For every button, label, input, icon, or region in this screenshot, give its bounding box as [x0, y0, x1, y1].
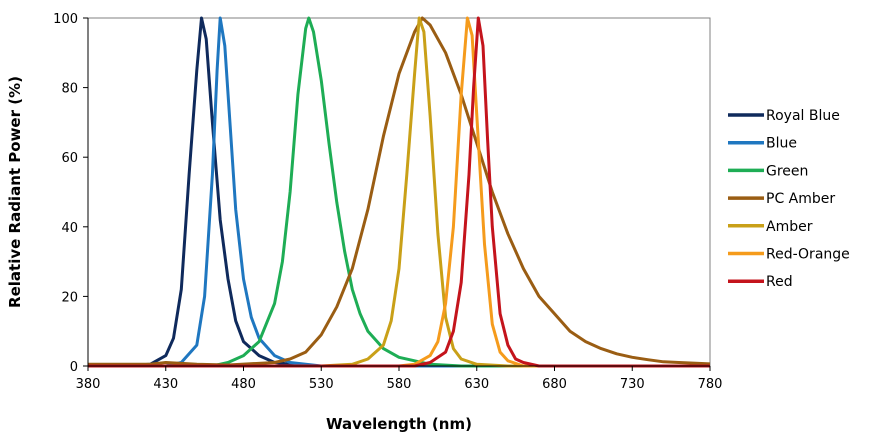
y-tick-label: 40: [61, 221, 78, 236]
x-axis-title: Wavelength (nm): [326, 415, 472, 433]
x-tick-label: 430: [153, 377, 178, 392]
legend-label-3: PC Amber: [766, 191, 835, 207]
series-layer: [88, 16, 711, 368]
y-tick-label: 0: [70, 360, 78, 375]
legend-label-1: Blue: [766, 136, 797, 152]
x-tick-label: 630: [464, 377, 489, 392]
y-tick-label: 20: [61, 290, 78, 305]
x-tick-label: 580: [387, 377, 412, 392]
legend: Royal Blue Blue Green PC Amber Amber Red-Oran…: [728, 108, 850, 290]
legend-label-2: Green: [766, 163, 808, 179]
legend-label-5: Red-Orange: [766, 247, 850, 263]
y-axis-title: Relative Radiant Power (%): [6, 76, 24, 308]
x-tick-label: 780: [698, 377, 723, 392]
legend-label-4: Amber: [766, 219, 813, 235]
y-tick-label: 100: [53, 12, 78, 27]
legend-label-0: Royal Blue: [766, 108, 840, 124]
series-line-2: [88, 16, 710, 368]
x-tick-label: 530: [309, 377, 334, 392]
y-tick-label: 80: [61, 82, 78, 97]
series-line-6: [88, 16, 710, 368]
series-line-4: [88, 16, 710, 368]
x-tick-label: 380: [76, 377, 101, 392]
legend-label-6: Red: [766, 274, 793, 290]
series-line-3: [88, 16, 711, 367]
axes-layer: 380 430 480 530 580 630 680 730 780 0 20 40 60 80 100: [53, 12, 722, 392]
x-tick-label: 730: [620, 377, 645, 392]
x-tick-label: 480: [231, 377, 256, 392]
y-tick-label: 60: [61, 151, 78, 166]
series-line-5: [88, 16, 710, 368]
x-tick-label: 680: [542, 377, 567, 392]
series-line-0: [88, 16, 710, 368]
series-line-1: [88, 16, 710, 368]
